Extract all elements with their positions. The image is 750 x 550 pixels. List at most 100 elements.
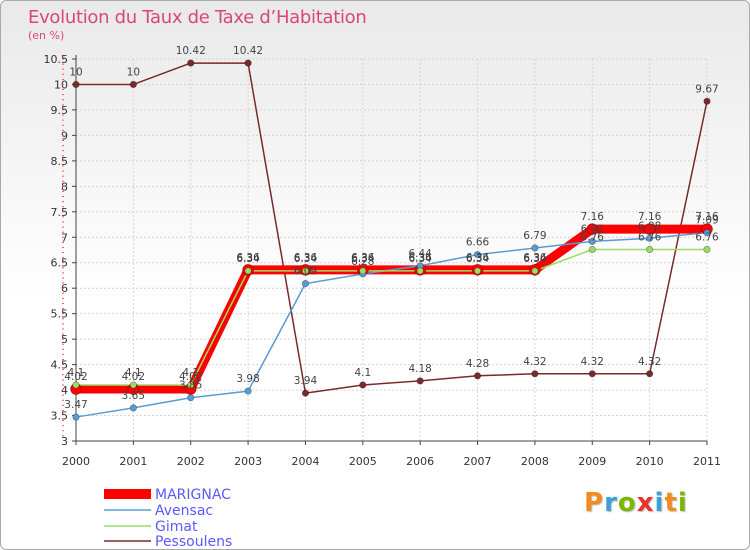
- data-point-pessoulens: [129, 80, 137, 89]
- data-label-marignac: 6.36: [294, 252, 318, 264]
- data-label-gimat: 6.34: [466, 253, 490, 265]
- x-tick-label: 2011: [693, 455, 721, 468]
- data-point-gimat: [359, 267, 367, 275]
- x-tick-label: 2010: [636, 455, 664, 468]
- logo-letter: i: [654, 488, 665, 518]
- legend-label-gimat: Gimat: [155, 519, 198, 535]
- data-point-pessoulens: [588, 370, 596, 378]
- data-label-avensac: 6.79: [523, 230, 546, 242]
- data-point-avensac: [129, 404, 137, 412]
- y-tick-label: 8: [61, 180, 68, 193]
- data-point-pessoulens: [72, 80, 80, 89]
- y-tick-label: 5.5: [51, 308, 69, 321]
- data-point-pessoulens: [703, 97, 711, 105]
- data-label-avensac: 6.44: [408, 248, 432, 260]
- data-label-pessoulens: 4.32: [638, 356, 661, 368]
- y-tick-label: 6: [61, 282, 68, 295]
- data-label-pessoulens: 4.32: [523, 356, 546, 368]
- data-label-avensac: 3.85: [179, 380, 202, 392]
- x-tick-label: 2002: [177, 455, 205, 468]
- data-point-avensac: [703, 229, 711, 237]
- data-label-pessoulens: 3.94: [294, 375, 318, 387]
- data-point-gimat: [129, 381, 137, 389]
- data-label-marignac: 6.36: [408, 252, 432, 264]
- data-label-gimat: 6.34: [351, 253, 375, 265]
- data-point-gimat: [646, 245, 654, 254]
- data-point-avensac: [301, 280, 310, 288]
- legend-label-pessoulens: Pessoulens: [155, 534, 232, 549]
- data-label-marignac: 4.02: [122, 371, 145, 383]
- data-point-gimat: [473, 267, 482, 275]
- data-point-gimat: [244, 267, 252, 275]
- logo-letter: i: [677, 488, 688, 518]
- data-point-pessoulens: [187, 59, 195, 67]
- data-point-gimat: [531, 267, 539, 275]
- y-tick-label: 10: [54, 78, 68, 91]
- data-label-marignac: 6.36: [466, 252, 490, 264]
- data-point-gimat: [72, 381, 80, 389]
- data-label-pessoulens: 4.1: [354, 367, 371, 379]
- logo-letter: P: [584, 488, 605, 518]
- y-tick-label: 10.5: [44, 53, 69, 66]
- data-point-pessoulens: [359, 381, 367, 389]
- legend-label-marignac: MARIGNAC: [155, 487, 231, 503]
- data-label-gimat: 6.76: [638, 231, 662, 243]
- proxiti-logo: Proxiti: [584, 488, 688, 518]
- data-label-marignac: 4.02: [179, 371, 202, 383]
- data-point-avensac: [187, 394, 195, 402]
- data-point-gimat: [187, 381, 195, 389]
- data-point-pessoulens: [301, 389, 310, 397]
- data-label-gimat: 4.1: [182, 367, 199, 379]
- logo-letter: x: [636, 488, 655, 518]
- data-label-pessoulens: 10: [69, 66, 82, 78]
- data-point-pessoulens: [416, 377, 424, 385]
- x-tick-label: 2004: [291, 455, 319, 468]
- data-point-marignac: [586, 223, 599, 236]
- data-point-gimat: [588, 245, 596, 254]
- data-label-avensac: 6.98: [638, 220, 661, 232]
- data-point-gimat: [703, 245, 711, 254]
- data-point-gimat: [416, 267, 424, 275]
- data-point-pessoulens: [244, 59, 252, 67]
- data-label-marignac: 7.16: [695, 211, 719, 223]
- x-tick-label: 2009: [578, 455, 606, 468]
- data-label-gimat: 6.34: [236, 253, 260, 265]
- data-point-avensac: [531, 244, 539, 252]
- data-label-marignac: 6.36: [523, 252, 547, 264]
- data-point-avensac: [473, 250, 482, 259]
- data-label-pessoulens: 10.42: [233, 45, 263, 57]
- x-tick-label: 2008: [521, 455, 549, 468]
- x-tick-label: 2005: [349, 455, 377, 468]
- data-point-gimat: [301, 267, 310, 275]
- y-tick-label: 5: [61, 333, 68, 346]
- data-point-pessoulens: [531, 370, 539, 378]
- x-tick-label: 2001: [119, 455, 147, 468]
- data-label-avensac: 7.09: [695, 215, 718, 227]
- data-label-gimat: 6.34: [294, 253, 318, 265]
- chart-title: Evolution du Taux de Taxe d’Habitation: [28, 7, 367, 28]
- data-label-marignac: 7.16: [638, 211, 662, 223]
- y-tick-label: 3.5: [51, 410, 69, 423]
- data-label-avensac: 3.98: [236, 373, 259, 385]
- data-point-pessoulens: [473, 372, 482, 380]
- data-point-avensac: [244, 387, 252, 395]
- data-label-avensac: 6.28: [351, 256, 374, 268]
- data-label-pessoulens: 9.67: [695, 83, 718, 95]
- data-label-avensac: 6.09: [294, 266, 317, 278]
- y-tick-label: 4: [61, 384, 68, 397]
- series-line-gimat: [76, 248, 707, 386]
- data-label-gimat: 6.76: [695, 231, 719, 243]
- y-tick-label: 3: [61, 435, 68, 448]
- data-label-gimat: 6.34: [408, 253, 432, 265]
- data-point-avensac: [72, 413, 80, 421]
- data-label-marignac: 4.02: [64, 371, 87, 383]
- logo-letter: t: [664, 488, 678, 518]
- y-tick-label: 7.5: [51, 206, 69, 219]
- data-point-pessoulens: [646, 370, 654, 378]
- data-label-gimat: 4.1: [125, 367, 142, 379]
- data-label-gimat: 6.34: [523, 253, 547, 265]
- x-tick-label: 2007: [464, 455, 492, 468]
- data-point-avensac: [646, 234, 654, 242]
